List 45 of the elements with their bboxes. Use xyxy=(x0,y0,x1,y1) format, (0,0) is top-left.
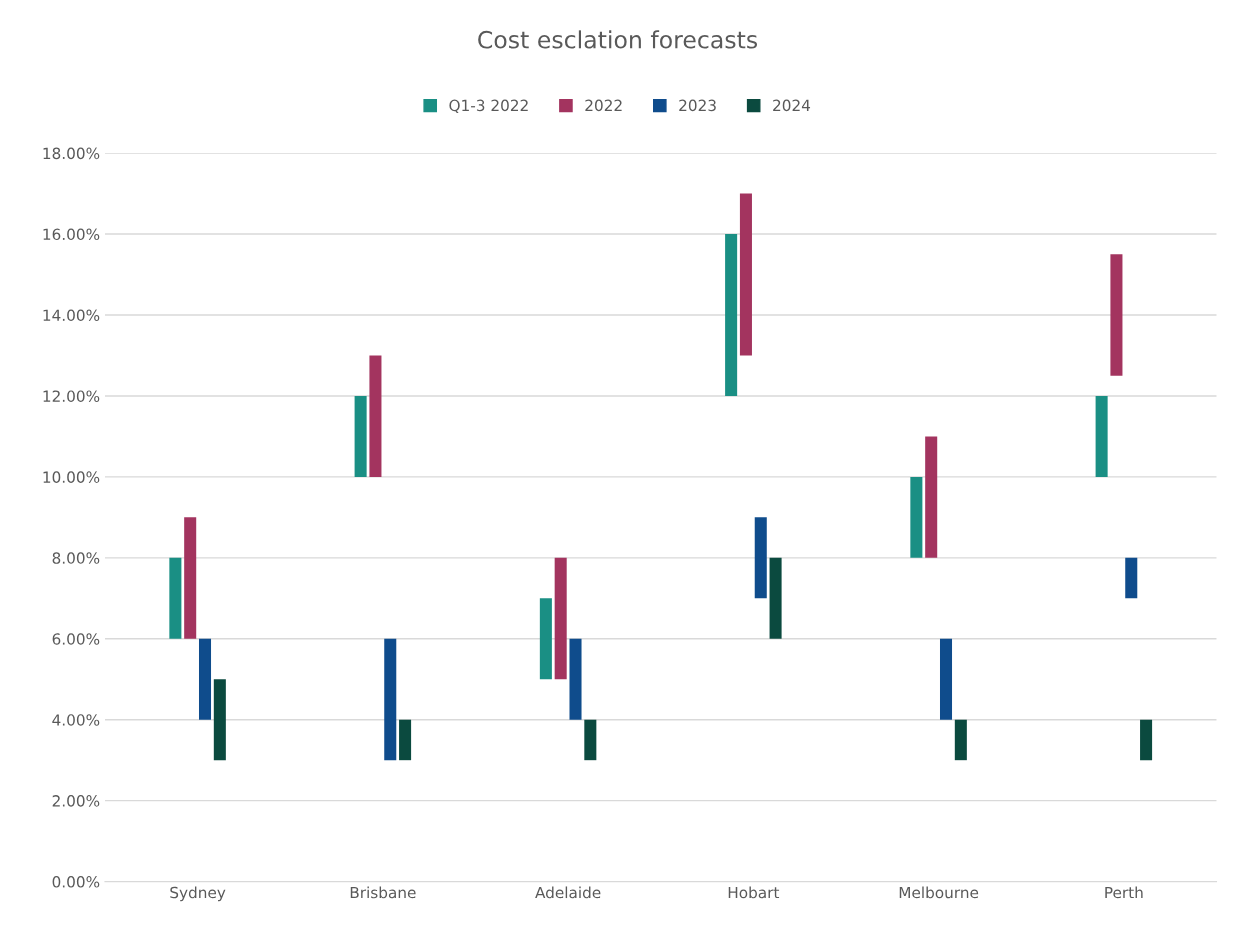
y-tick-label: 18.00% xyxy=(43,147,100,160)
bar xyxy=(1140,719,1153,761)
y-tick-label: 16.00% xyxy=(43,228,100,241)
bar xyxy=(213,679,226,761)
bar xyxy=(169,557,182,639)
bar xyxy=(399,719,412,761)
legend-label: 2023 xyxy=(679,99,716,112)
y-tick-label: 8.00% xyxy=(52,552,100,564)
chart-title: Cost esclation forecasts xyxy=(478,30,758,49)
legend-label: 2022 xyxy=(585,99,622,112)
y-tick-label: 0.00% xyxy=(52,876,100,888)
y-tick-label: 2.00% xyxy=(52,795,100,807)
y-tick-label: 6.00% xyxy=(52,633,100,645)
x-tick-label: Brisbane xyxy=(350,886,416,899)
x-tick-label: Sydney xyxy=(170,886,226,902)
bar xyxy=(769,557,782,639)
legend-label: 2024 xyxy=(773,99,811,112)
bar xyxy=(739,193,752,356)
legend-label: Q1-3 2022 xyxy=(449,99,528,113)
bar xyxy=(754,517,767,599)
bar xyxy=(1110,254,1123,376)
bar xyxy=(384,638,397,761)
bar xyxy=(925,436,938,558)
bar xyxy=(1125,557,1138,599)
x-tick-label: Adelaide xyxy=(535,886,601,899)
bar xyxy=(539,598,552,680)
bar xyxy=(198,638,212,720)
y-tick-label: 4.00% xyxy=(52,714,100,726)
y-tick-label: 12.00% xyxy=(43,390,100,402)
x-tick-label: Perth xyxy=(1105,886,1143,899)
bar xyxy=(569,638,582,720)
bar xyxy=(910,476,923,558)
bar xyxy=(354,395,367,477)
y-tick-label: 14.00% xyxy=(43,309,100,322)
x-tick-label: Melbourne xyxy=(899,886,979,899)
x-tick-label: Hobart xyxy=(728,886,780,899)
bar xyxy=(554,557,567,680)
bar xyxy=(369,355,382,477)
bar xyxy=(954,719,967,761)
bar xyxy=(939,638,953,720)
y-tick-label: 10.00% xyxy=(43,471,100,483)
bar xyxy=(725,234,738,396)
bar xyxy=(184,517,197,639)
bar xyxy=(1095,395,1108,477)
bar xyxy=(584,719,597,761)
